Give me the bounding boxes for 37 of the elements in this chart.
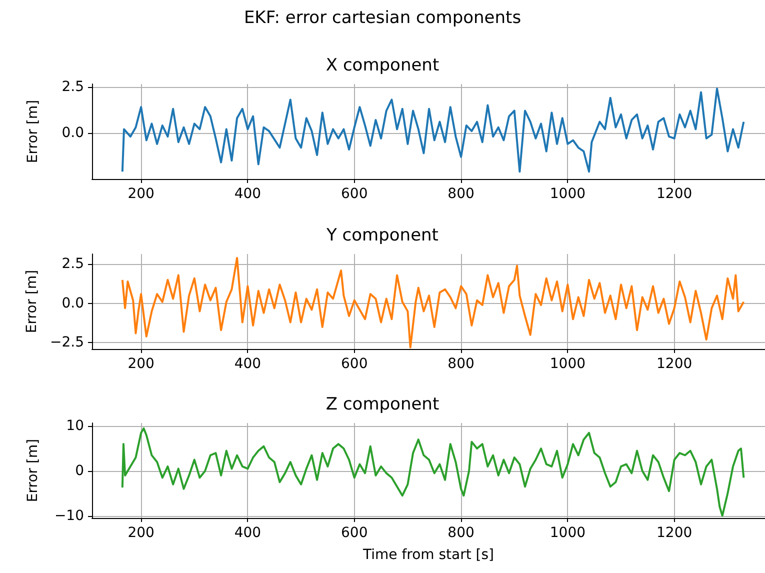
chart-title: Y component: [326, 226, 439, 246]
y-tick-label: 0.0: [62, 124, 84, 141]
x-tick-label: 200: [128, 525, 154, 541]
y-tick-label: 2.5: [62, 78, 84, 95]
y-axis-title: Error [m]: [25, 438, 41, 502]
text: EKF: error cartesian components: [242, 8, 522, 28]
line-series: [121, 427, 745, 517]
x-tick-label: 200: [128, 356, 154, 372]
x-tick-label: 600: [341, 356, 368, 372]
line-series: [121, 88, 745, 173]
x-tick-label: 600: [341, 186, 368, 202]
y-tick-label: −2.5: [50, 334, 84, 351]
x-tick-label: 1000: [550, 525, 586, 541]
x-tick-label: 1200: [656, 356, 692, 372]
x-tick-label: 400: [234, 356, 262, 372]
x-tick-label: 800: [448, 356, 474, 372]
x-tick-label: 400: [234, 525, 262, 541]
x-tick-label: 1000: [550, 356, 586, 372]
x-tick-label: 1200: [656, 525, 692, 541]
x-tick-label: 1200: [656, 186, 692, 202]
y-tick-label: 10: [66, 418, 84, 434]
x-tick-label: 800: [448, 186, 474, 202]
chart-title: Z component: [326, 394, 440, 414]
x-tick-label: 1000: [550, 186, 586, 202]
x-tick-label: 800: [448, 525, 474, 541]
x-tick-label: 600: [341, 525, 368, 541]
chart-title: X component: [326, 56, 440, 76]
x-tick-label: 200: [128, 186, 154, 202]
y-tick-label: 0.0: [62, 295, 84, 312]
y-tick-label: 0: [75, 462, 84, 479]
y-axis-title: Error [m]: [25, 100, 41, 164]
y-tick-label: −10: [54, 508, 84, 524]
x-axis-title: Time from start [s]: [362, 547, 494, 563]
y-axis-title: Error [m]: [24, 270, 40, 334]
y-tick-label: 2.5: [62, 256, 84, 272]
line-series: [121, 256, 745, 348]
x-tick-label: 400: [234, 186, 262, 202]
